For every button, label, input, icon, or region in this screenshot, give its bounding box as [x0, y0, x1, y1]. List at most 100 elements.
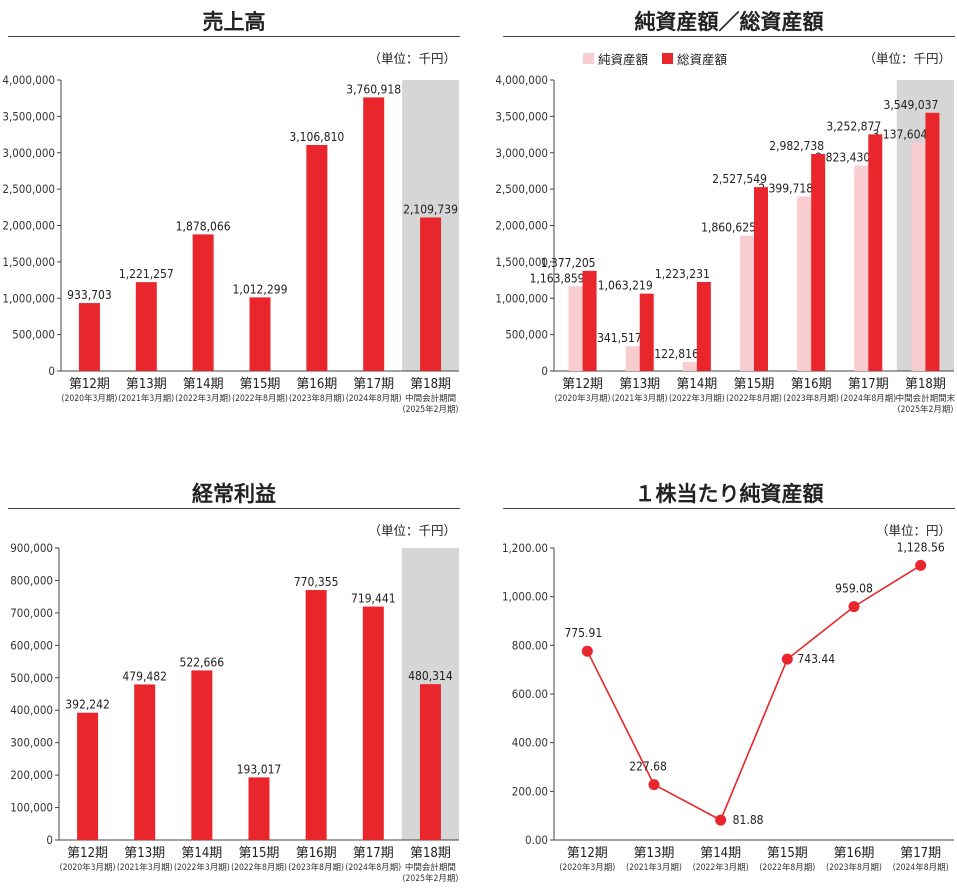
data-label: 2,527,549: [712, 172, 767, 186]
data-label: 1,163,859: [530, 271, 585, 285]
y-tick-label: 1,500,000: [2, 255, 55, 269]
bar: [192, 234, 214, 371]
sales-title-rule: [8, 36, 460, 37]
bar: [420, 217, 442, 371]
ordinary-title-rule: [8, 508, 460, 509]
bar-net-assets: [740, 235, 754, 371]
data-point: [781, 653, 793, 665]
data-point: [648, 779, 660, 791]
x-category-label: 第14期: [181, 846, 222, 861]
sales-chart: 0 500,000 1,000,000 1,500,000 2,000,000 2,500…: [2, 73, 459, 415]
data-label: 522,666: [180, 655, 225, 669]
y-tick-label: 1,000.00: [502, 590, 548, 604]
x-category-label: 第16期: [834, 846, 875, 861]
data-point: [915, 559, 927, 571]
y-tick-label: 400,000: [10, 703, 53, 717]
x-category-label: 第12期: [567, 846, 608, 861]
x-category-sublabel: (2024年8月期): [346, 393, 402, 404]
assets-unit-label: （単位：千円）: [863, 51, 951, 66]
data-label: 1,377,205: [541, 256, 596, 270]
assets-legend: 純資産額 総資産額: [583, 49, 727, 68]
bar: [78, 303, 100, 371]
y-tick-label: 400.00: [512, 736, 548, 750]
data-label: 743.44: [797, 652, 835, 666]
x-category-label: 第16期: [296, 377, 337, 392]
x-category-sublabel: (2022年3月期): [693, 862, 749, 873]
data-label: 3,252,877: [826, 119, 881, 133]
assets-panel: 純資産額／総資産額 純資産額 総資産額 （単位：千円） 0 500,000 1,00…: [495, 0, 955, 440]
bar-total-assets: [925, 112, 940, 371]
x-category-sublabel: (2021年3月期): [118, 393, 174, 404]
x-category-sublabel: (2025年2月期): [898, 404, 954, 415]
bar-total-assets: [639, 293, 654, 371]
data-label: 1,012,299: [233, 282, 288, 296]
bar: [419, 684, 441, 840]
x-category-label: 第17期: [353, 377, 394, 392]
x-category-sublabel: (2022年3月期): [669, 393, 725, 404]
x-category-sublabel: (2020年3月期): [60, 862, 116, 873]
data-point: [715, 814, 727, 826]
y-tick-label: 3,500,000: [2, 109, 55, 123]
legend-label-total-assets: 総資産額: [677, 52, 728, 67]
x-category-label: 第15期: [240, 377, 281, 392]
x-category-label: 第12期: [562, 377, 603, 392]
y-tick-label: 700,000: [10, 606, 53, 620]
bar: [249, 297, 271, 371]
y-tick-label: 2,500,000: [495, 182, 548, 196]
data-label: 933,703: [67, 288, 112, 302]
bar: [134, 684, 156, 840]
x-category-label: 第15期: [239, 846, 280, 861]
y-tick-label: 800,000: [10, 573, 53, 587]
x-category-sublabel: (2022年8月期): [726, 393, 782, 404]
data-label: 479,482: [122, 669, 167, 683]
x-category-sublabel: (2025年2月期): [403, 873, 459, 884]
bar-net-assets: [625, 346, 640, 371]
data-label: 1,223,231: [655, 267, 710, 281]
ordinary-title: 経常利益: [192, 482, 276, 506]
y-tick-label: 4,000,000: [495, 73, 548, 87]
x-category-sublabel: (2023年8月期): [783, 393, 839, 404]
y-tick-label: 600,000: [10, 638, 53, 652]
bps-chart: 0.00 200.00 400.00 600.00 800.00 1,000.00 1,20…: [502, 540, 954, 873]
data-label: 3,106,810: [289, 130, 344, 144]
y-tick-label: 500,000: [10, 671, 53, 685]
x-category-sublabel: (2022年8月期): [231, 862, 287, 873]
y-tick-label: 300,000: [10, 736, 53, 750]
legend-item-net-assets: 純資産額: [583, 49, 648, 68]
x-category-sublabel: (2024年8月期): [893, 862, 949, 873]
data-point: [581, 645, 593, 657]
x-category-label: 第15期: [767, 846, 808, 861]
x-category-label: 第14期: [183, 377, 224, 392]
y-tick-label: 900,000: [10, 541, 53, 555]
y-tick-label: 0.00: [525, 833, 548, 847]
x-category-label: 第17期: [900, 846, 941, 861]
data-label: 122,816: [654, 347, 699, 361]
y-tick-label: 600.00: [512, 687, 548, 701]
x-category-label: 第13期: [634, 846, 675, 861]
x-category-label: 第18期: [410, 377, 451, 392]
data-label: 2,109,739: [403, 203, 458, 217]
x-category-label: 第13期: [124, 846, 165, 861]
legend-item-total-assets: 総資産額: [662, 49, 727, 68]
data-point: [848, 601, 860, 613]
x-category-label: 第18期: [410, 846, 451, 861]
x-category-sublabel: 中間会計期間: [405, 862, 456, 873]
data-label: 227.68: [629, 760, 667, 774]
ordinary-unit-label: （単位：千円）: [368, 523, 456, 538]
y-tick-label: 2,000,000: [2, 219, 55, 233]
y-tick-label: 3,500,000: [495, 109, 548, 123]
y-tick-label: 2,000,000: [495, 219, 548, 233]
x-category-sublabel: (2021年3月期): [117, 862, 173, 873]
data-label: 1,860,625: [701, 221, 756, 235]
assets-title: 純資産額／総資産額: [634, 10, 824, 34]
x-category-sublabel: 中間会計期間: [405, 393, 456, 404]
bar-total-assets: [582, 270, 597, 371]
bps-title: １株当たり純資産額: [634, 482, 824, 506]
data-label: 2,823,430: [815, 151, 870, 165]
x-category-sublabel: (2022年3月期): [174, 862, 230, 873]
x-category-sublabel: (2020年3月期): [559, 862, 615, 873]
x-category-sublabel: (2022年3月期): [175, 393, 231, 404]
y-tick-label: 1,500,000: [495, 255, 548, 269]
bar: [191, 670, 213, 840]
y-tick-label: 0: [46, 833, 53, 847]
